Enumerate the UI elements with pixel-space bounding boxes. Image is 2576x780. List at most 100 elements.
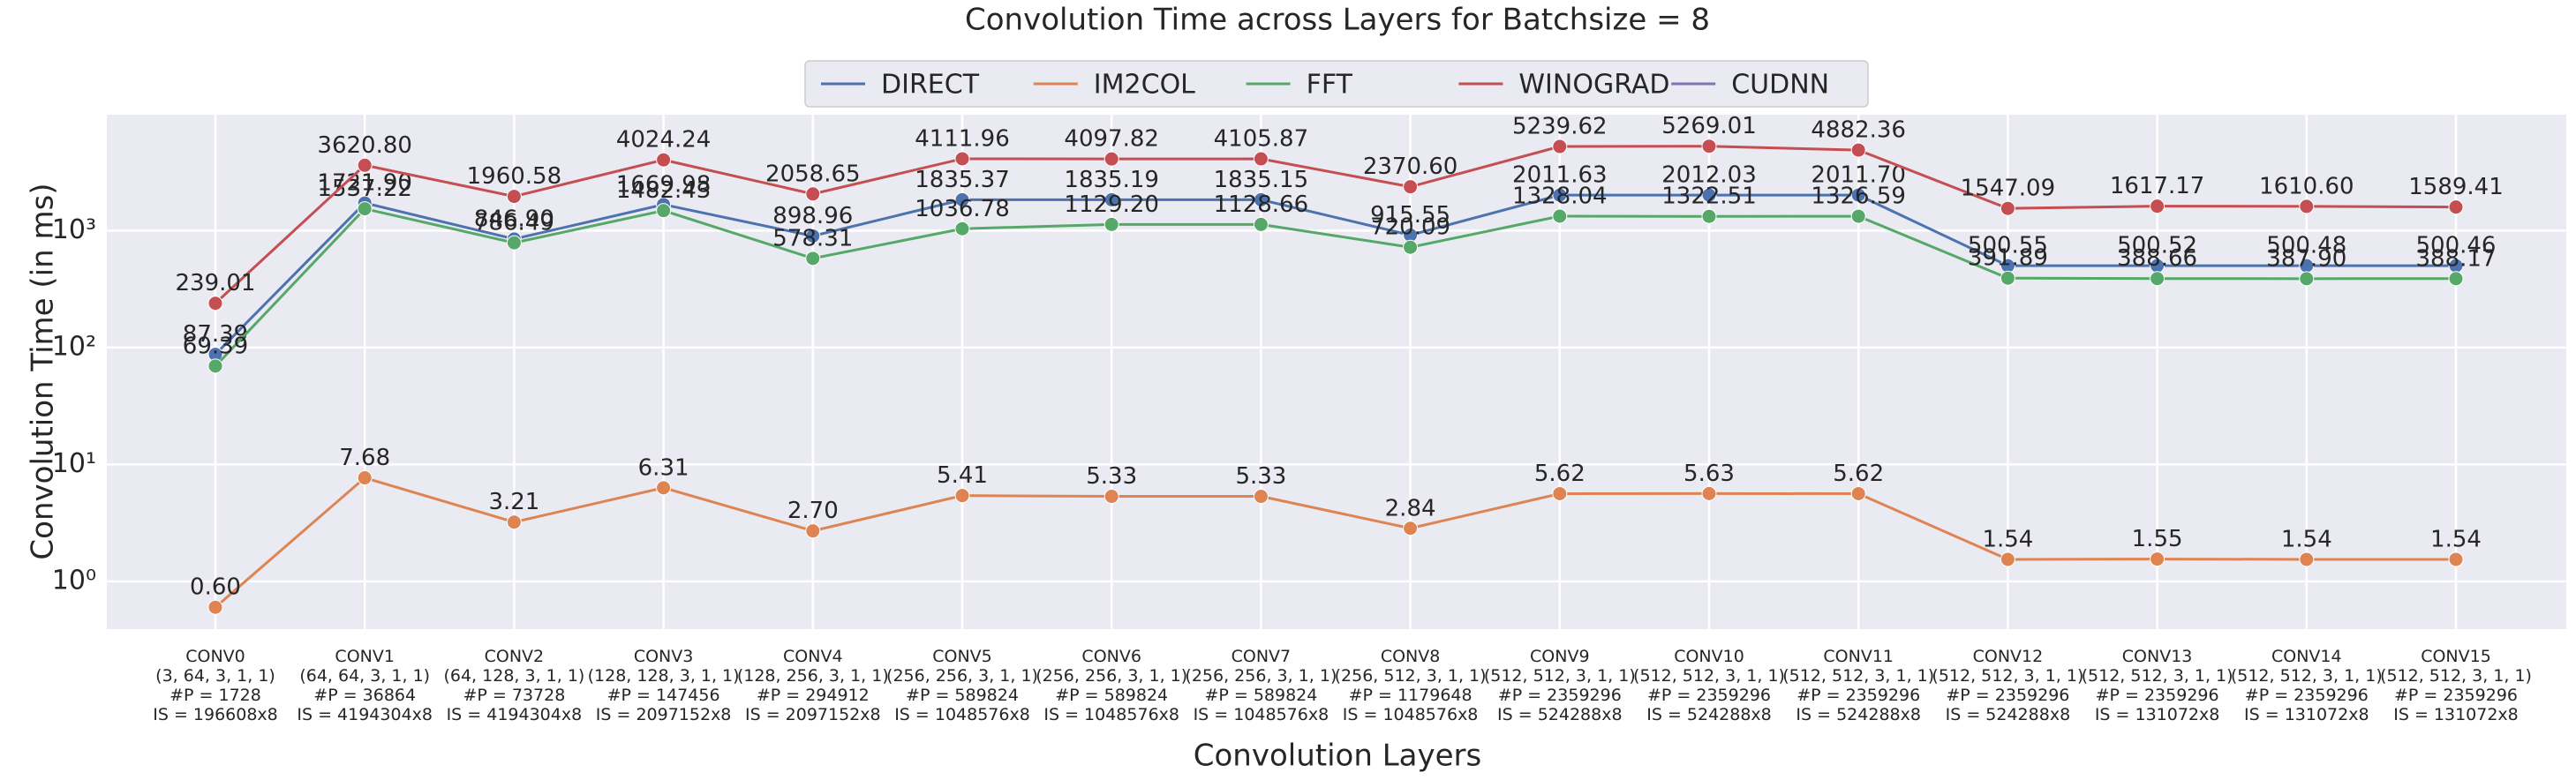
x-tick-label-line: IS = 2097152x8	[745, 705, 881, 724]
data-point	[207, 599, 223, 615]
data-label: 720.09	[1370, 214, 1450, 241]
data-point	[1701, 485, 1717, 501]
data-point	[357, 201, 373, 217]
data-label: 2058.65	[765, 161, 861, 187]
data-point	[2000, 551, 2015, 567]
legend-label: WINOGRAD	[1518, 70, 1669, 101]
x-tick-label-line: CONV12	[1973, 647, 2044, 666]
data-point	[656, 152, 672, 168]
y-tick-label: 10¹	[52, 448, 96, 479]
x-tick-label-line: (512, 512, 3, 1, 1)	[2231, 666, 2383, 686]
x-tick-label-line: CONV1	[335, 647, 395, 666]
data-point	[506, 189, 522, 205]
x-tick-label-line: #P = 2359296	[1647, 686, 1771, 705]
data-label: 0.60	[190, 574, 241, 601]
x-tick-label-line: CONV15	[2421, 647, 2491, 666]
data-label: 5269.01	[1661, 113, 1757, 139]
data-label: 5.41	[937, 462, 988, 489]
x-tick-label-line: #P = 73728	[463, 686, 565, 705]
data-label: 1669.98	[616, 171, 712, 198]
data-point	[954, 221, 970, 236]
x-tick-label-line: (512, 512, 3, 1, 1)	[2380, 666, 2532, 686]
data-point	[1552, 139, 1568, 154]
data-label: 1835.19	[1064, 167, 1159, 193]
x-tick-label-line: IS = 1048576x8	[1343, 705, 1479, 724]
x-tick-label: CONV0 (3, 64, 3, 1, 1) #P = 1728 IS = 19660…	[153, 647, 278, 724]
series-line	[215, 476, 2456, 609]
x-tick-label-line: (256, 256, 3, 1, 1)	[1185, 666, 1337, 686]
x-tick-label: CONV6 (256, 256, 3, 1, 1) #P = 589824 IS = …	[1036, 647, 1187, 724]
data-point	[954, 488, 970, 504]
data-label: 4097.82	[1064, 126, 1159, 153]
y-tick-label: 10³	[52, 214, 96, 245]
data-point	[1850, 485, 1866, 501]
x-tick-label-line: IS = 524288x8	[1497, 705, 1623, 724]
x-tick-label-line: IS = 524288x8	[1796, 705, 1921, 724]
x-tick-label-line: (128, 256, 3, 1, 1)	[737, 666, 889, 686]
data-point	[1103, 489, 1119, 505]
data-point	[506, 235, 522, 251]
x-tick-label-line: CONV7	[1232, 647, 1292, 666]
data-label: 2.70	[787, 498, 839, 524]
x-tick-label: CONV7 (256, 256, 3, 1, 1) #P = 589824 IS = …	[1185, 647, 1337, 724]
data-label: 391.89	[1968, 245, 2048, 272]
data-point	[1850, 142, 1866, 158]
data-point	[1403, 179, 1419, 195]
x-tick-label: CONV14 (512, 512, 3, 1, 1) #P = 2359296 IS …	[2231, 647, 2383, 724]
data-label: 2370.60	[1363, 154, 1458, 180]
data-label: 3.21	[488, 489, 539, 515]
x-tick-label-line: (64, 64, 3, 1, 1)	[299, 666, 430, 686]
x-tick-label-line: #P = 2359296	[2096, 686, 2219, 705]
chart-title: Convolution Time across Layers for Batch…	[965, 3, 1710, 38]
data-point	[357, 470, 373, 486]
data-label: 4882.36	[1811, 117, 1906, 144]
data-label: 1835.15	[1214, 167, 1309, 193]
x-tick-label-line: CONV2	[485, 647, 545, 666]
data-point	[1403, 239, 1419, 255]
data-point	[656, 203, 672, 219]
x-tick-label-line: #P = 589824	[1204, 686, 1317, 705]
series-line	[214, 206, 2457, 367]
data-label: 786.49	[474, 210, 554, 236]
x-tick-label-line: #P = 589824	[906, 686, 1019, 705]
data-point	[2299, 551, 2315, 567]
data-label: 1.54	[1982, 526, 2033, 552]
x-tick-label: CONV5 (256, 256, 3, 1, 1) #P = 589824 IS = …	[886, 647, 1038, 724]
data-point	[2150, 551, 2165, 567]
data-point	[506, 514, 522, 530]
x-tick-label-line: #P = 294912	[757, 686, 870, 705]
data-label: 388.17	[2416, 245, 2497, 272]
x-tick-label-line: (512, 512, 3, 1, 1)	[1633, 666, 1785, 686]
data-label: 1610.60	[2259, 173, 2354, 199]
data-point	[1850, 208, 1866, 224]
legend-box	[804, 60, 1869, 108]
x-tick-label: CONV15 (512, 512, 3, 1, 1) #P = 2359296 IS …	[2380, 647, 2532, 724]
data-point	[1701, 139, 1717, 154]
data-point	[207, 358, 223, 374]
data-label: 387.90	[2266, 245, 2346, 272]
x-tick-label: CONV11 (512, 512, 3, 1, 1) #P = 2359296 IS …	[1782, 647, 1934, 724]
x-tick-label-line: (512, 512, 3, 1, 1)	[1932, 666, 2083, 686]
data-point	[1552, 187, 1568, 203]
x-tick-label-line: IS = 2097152x8	[596, 705, 732, 724]
data-label: 578.31	[772, 225, 853, 251]
data-label: 2011.70	[1811, 162, 1906, 189]
data-label: 915.55	[1370, 202, 1450, 229]
data-point	[805, 186, 821, 202]
legend-label: CUDNN	[1731, 70, 1829, 101]
x-tick-label-line: CONV11	[1823, 647, 1894, 666]
data-label: 4111.96	[915, 125, 1010, 152]
x-tick-label-line: #P = 2359296	[2245, 686, 2369, 705]
x-tick-label-line: CONV8	[1381, 647, 1441, 666]
data-label: 898.96	[772, 203, 853, 229]
data-label: 2.84	[1385, 495, 1436, 521]
series-line	[214, 145, 2457, 304]
x-tick-label: CONV10 (512, 512, 3, 1, 1) #P = 2359296 IS …	[1633, 647, 1785, 724]
data-point	[2000, 200, 2015, 216]
x-tick-label-line: IS = 1048576x8	[1043, 705, 1179, 724]
x-tick-label-line: IS = 524288x8	[1946, 705, 2071, 724]
data-point	[1103, 151, 1119, 167]
data-point	[805, 251, 821, 266]
legend-label: FFT	[1307, 70, 1353, 101]
data-label: 1960.58	[467, 163, 562, 190]
